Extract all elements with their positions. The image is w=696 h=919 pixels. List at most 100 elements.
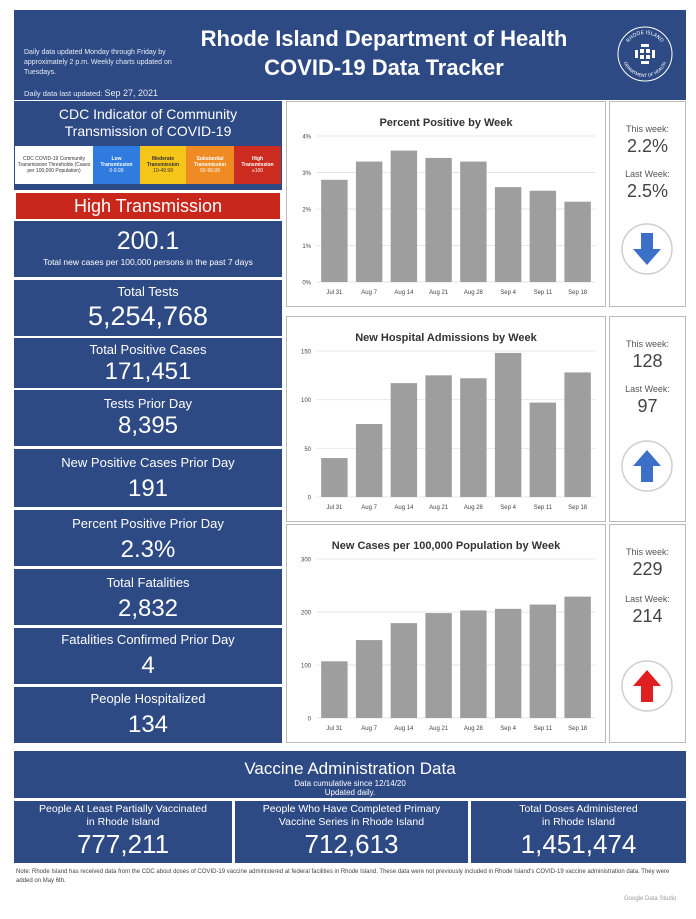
x-tick-label: Aug 14	[394, 290, 414, 296]
legend-substantial-name2: Transmission	[193, 162, 227, 168]
new-positive-label: New Positive Cases Prior Day	[61, 455, 235, 470]
total-tests-panel: Total Tests 5,254,768	[14, 280, 282, 336]
bar	[355, 424, 383, 497]
new-positive-panel: New Positive Cases Prior Day 191	[14, 449, 282, 507]
vaccine-title: Vaccine Administration Data	[244, 759, 456, 778]
ri-health-seal-logo: RHODE ISLAND DEPARTMENT OF HEALTH	[617, 26, 673, 82]
y-tick-label: 2%	[302, 208, 311, 214]
cdc-indicator-panel: CDC Indicator of Community Transmission …	[14, 101, 282, 190]
adm-this-week-label: This week:	[625, 339, 669, 349]
x-tick-label: Jul 31	[326, 290, 343, 296]
percent-positive-panel: Percent Positive Prior Day 2.3%	[14, 510, 282, 566]
hospital-admissions-chart: New Hospital Admissions by Week 0 50 100 150…	[301, 332, 595, 511]
cases-this-week-value: 229	[632, 559, 663, 579]
case-rate-panel: 200.1 Total new cases per 100,000 person…	[14, 221, 282, 277]
footer-note: Note: Rhode Island has received data fro…	[16, 869, 670, 884]
tests-prior-day-value: 8,395	[117, 412, 179, 439]
chart-title: New Hospital Admissions by Week	[355, 332, 537, 344]
bar	[390, 623, 418, 718]
bar	[494, 608, 522, 718]
bar	[321, 458, 348, 497]
vaccine-doses-label-line2: in Rhode Island	[542, 816, 615, 828]
legend-heading: CDC COVID-19 Community Transmission Thre…	[15, 146, 93, 184]
cases-this-week-label: This week:	[625, 547, 669, 557]
percent-positive-chart: Percent Positive by Week 0% 1% 2% 3% 4% Jul 31…	[302, 117, 595, 296]
pos-last-week-label: Last Week:	[625, 169, 670, 179]
chart-title: New Cases per 100,000 Population by Week	[332, 540, 561, 552]
tests-prior-day-panel: Tests Prior Day 8,395	[14, 390, 282, 446]
vaccine-complete-label-line1: People Who Have Completed Primary	[262, 803, 441, 815]
legend-moderate-name2: Transmission	[146, 162, 180, 168]
y-tick-label: 150	[301, 350, 312, 356]
total-tests-value: 5,254,768	[87, 301, 209, 331]
bar	[564, 596, 591, 718]
chart-hospital-admissions: New Hospital Admissions by Week 0 50 100 150…	[286, 316, 606, 522]
x-tick-label: Sep 11	[534, 505, 553, 511]
bar	[529, 604, 557, 718]
bar	[460, 610, 487, 718]
fatalities-prior-day-panel: Fatalities Confirmed Prior Day 4	[14, 628, 282, 684]
fatalities-prior-day-label: Fatalities Confirmed Prior Day	[61, 632, 235, 647]
cdc-title-line2: Transmission of COVID-19	[64, 123, 232, 139]
vaccine-doses-label-line1: Total Doses Administered	[519, 803, 638, 815]
x-tick-label: Aug 7	[361, 505, 377, 511]
page-title-line2: COVID-19 Data Tracker	[264, 55, 504, 80]
legend-moderate: Moderate Transmission 10-49.99	[140, 146, 186, 184]
pos-last-week-value: 2.5%	[626, 181, 669, 201]
bar	[321, 179, 348, 282]
total-positive-value: 171,451	[104, 358, 192, 385]
x-tick-label: Aug 14	[394, 505, 414, 511]
page-title: Rhode Island Department of Health COVID-…	[174, 24, 594, 82]
hospitalized-panel: People Hospitalized 134	[14, 687, 282, 743]
vaccine-doses-label: Total Doses Administered in Rhode Island	[471, 801, 686, 829]
bar	[529, 402, 557, 497]
arrow-up-icon	[621, 660, 673, 712]
legend-low-name: Low	[111, 156, 122, 162]
y-tick-label: 1%	[302, 244, 311, 250]
bar	[460, 378, 487, 497]
seal-text-top: RHODE ISLAND	[625, 30, 664, 44]
page-title-line1: Rhode Island Department of Health	[200, 26, 568, 51]
x-tick-label: Sep 11	[534, 290, 553, 296]
update-schedule-note: Daily data updated Monday through Friday…	[24, 49, 172, 76]
vaccine-subtitle-1: Data cumulative since 12/14/20	[294, 779, 406, 788]
bar	[390, 383, 418, 497]
hospitalized-label: People Hospitalized	[90, 691, 206, 706]
legend-moderate-name: Moderate	[151, 156, 175, 162]
total-positive-label: Total Positive Cases	[89, 342, 207, 357]
x-tick-label: Sep 18	[568, 726, 588, 732]
chart-new-cases-per-100k: New Cases per 100,000 Population by Week…	[286, 524, 606, 743]
pos-this-week-value: 2.2%	[626, 136, 669, 156]
vaccine-partial-panel: People At Least Partially Vaccinated in …	[14, 801, 232, 863]
legend-substantial: Substantial Transmission 50-99.99	[186, 146, 234, 184]
hospitalized-value: 134	[127, 711, 169, 738]
x-tick-label: Aug 21	[429, 290, 449, 296]
x-tick-label: Sep 11	[534, 726, 553, 732]
total-positive-panel: Total Positive Cases 171,451	[14, 338, 282, 388]
vaccine-doses-panel: Total Doses Administered in Rhode Island…	[471, 801, 686, 863]
cases-last-week-label: Last Week:	[625, 594, 670, 604]
vaccine-section-header: Vaccine Administration Data Data cumulat…	[14, 751, 686, 798]
y-tick-label: 3%	[302, 171, 311, 177]
y-tick-label: 200	[301, 611, 312, 617]
legend-high-name: High	[251, 156, 264, 162]
x-tick-label: Aug 14	[394, 726, 414, 732]
x-tick-label: Jul 31	[326, 505, 343, 511]
legend-high-name2: Transmission	[241, 162, 274, 168]
case-rate-label: Total new cases per 100,000 persons in t…	[43, 257, 253, 267]
bar	[564, 372, 591, 497]
arrow-down-icon	[621, 223, 673, 275]
bar	[494, 352, 522, 497]
legend-low-name2: Transmission	[100, 162, 133, 168]
legend-moderate-range: 10-49.99	[153, 168, 173, 174]
vaccine-partial-label-line2: in Rhode Island	[86, 816, 160, 828]
pos-this-week-label: This week:	[625, 124, 669, 134]
bar	[494, 187, 522, 282]
x-tick-label: Sep 4	[500, 290, 516, 296]
x-tick-label: Aug 7	[361, 290, 377, 296]
vaccine-complete-label-line2: Vaccine Series in Rhode Island	[278, 816, 425, 828]
chart-percent-positive: Percent Positive by Week 0% 1% 2% 3% 4% Jul 31…	[286, 101, 606, 307]
vaccine-partial-value: 777,211	[76, 829, 170, 859]
bar	[390, 150, 418, 282]
legend-high-range: ≥100	[251, 168, 264, 174]
